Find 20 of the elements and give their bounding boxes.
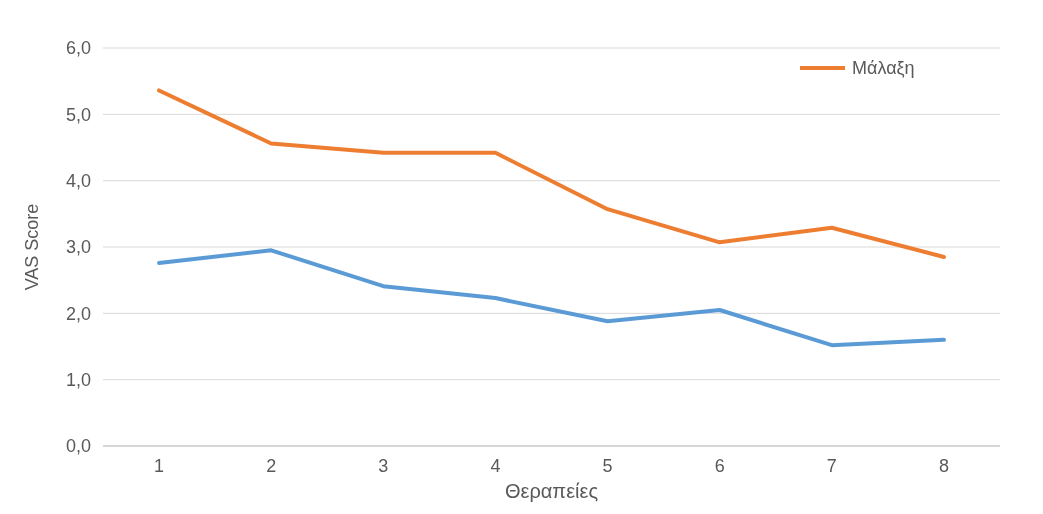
x-tick-label: 2 [266, 456, 277, 476]
x-tick-label: 6 [714, 456, 725, 476]
x-tick-label: 8 [938, 456, 949, 476]
line-series [157, 248, 946, 348]
y-tick-label: 0,0 [65, 436, 91, 457]
y-tick-label: 3,0 [65, 237, 91, 258]
legend-label: Μάλαξη [852, 58, 915, 79]
y-tick-label: 5,0 [65, 104, 91, 125]
x-axis-title: Θεραπείες [504, 480, 599, 502]
x-tick-label: 5 [602, 456, 613, 476]
y-tick-label: 1,0 [65, 369, 91, 390]
x-tick-label: 4 [490, 456, 501, 476]
x-tick-label: 3 [378, 456, 389, 476]
x-tick-label: 7 [826, 456, 837, 476]
y-axis-title: VAS Score [22, 203, 42, 291]
y-tick-label: 4,0 [65, 170, 91, 191]
y-tick-label: 6,0 [65, 38, 91, 59]
y-tick-label: 2,0 [65, 303, 91, 324]
line-series [157, 88, 946, 259]
x-tick-label: 1 [154, 456, 165, 476]
